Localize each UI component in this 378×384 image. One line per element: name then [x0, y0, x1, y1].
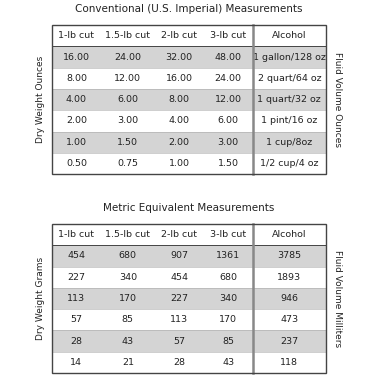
Bar [52, 110, 326, 132]
Bar [52, 132, 326, 153]
Text: 340: 340 [219, 294, 237, 303]
Text: 32.00: 32.00 [166, 53, 193, 61]
Text: 57: 57 [70, 315, 82, 324]
Text: 2-lb cut: 2-lb cut [161, 31, 197, 40]
Text: 680: 680 [219, 273, 237, 282]
Text: 1-lb cut: 1-lb cut [59, 230, 94, 239]
Text: 1.00: 1.00 [66, 138, 87, 147]
Text: 454: 454 [170, 273, 188, 282]
Text: 1 quart/32 oz: 1 quart/32 oz [257, 95, 321, 104]
Text: 0.50: 0.50 [66, 159, 87, 168]
Text: 113: 113 [170, 315, 188, 324]
Text: 907: 907 [170, 252, 188, 260]
Text: 24.00: 24.00 [215, 74, 242, 83]
Text: 227: 227 [67, 273, 85, 282]
Text: 3.00: 3.00 [117, 116, 138, 126]
Text: 1/2 cup/4 oz: 1/2 cup/4 oz [260, 159, 319, 168]
Text: 6.00: 6.00 [218, 116, 239, 126]
Text: 1 gallon/128 oz: 1 gallon/128 oz [253, 53, 326, 61]
Text: 473: 473 [280, 315, 298, 324]
Bar [52, 331, 326, 352]
Bar [52, 68, 326, 89]
Text: Alcohol: Alcohol [272, 230, 307, 239]
Text: 4.00: 4.00 [169, 116, 190, 126]
Text: 28: 28 [70, 337, 82, 346]
Text: Conventional (U.S. Imperial) Measurements: Conventional (U.S. Imperial) Measurement… [75, 4, 303, 14]
Text: 16.00: 16.00 [166, 74, 193, 83]
Text: 2-lb cut: 2-lb cut [161, 230, 197, 239]
Text: 85: 85 [222, 337, 234, 346]
Bar [52, 288, 326, 309]
Bar [52, 245, 326, 266]
Bar [52, 309, 326, 331]
Text: 1893: 1893 [277, 273, 301, 282]
Text: 454: 454 [67, 252, 85, 260]
Bar [52, 352, 326, 373]
Text: 21: 21 [122, 358, 134, 367]
Text: 237: 237 [280, 337, 298, 346]
Text: 2.00: 2.00 [66, 116, 87, 126]
Text: 1361: 1361 [216, 252, 240, 260]
Text: 4.00: 4.00 [66, 95, 87, 104]
Text: 57: 57 [173, 337, 185, 346]
Bar [52, 89, 326, 110]
Text: Metric Equivalent Measurements: Metric Equivalent Measurements [103, 203, 275, 213]
Text: Fluid Volume Milliters: Fluid Volume Milliters [333, 250, 342, 347]
Text: 43: 43 [222, 358, 234, 367]
Text: 3785: 3785 [277, 252, 301, 260]
Text: 8.00: 8.00 [169, 95, 190, 104]
Text: 1.5-lb cut: 1.5-lb cut [105, 230, 150, 239]
Bar [52, 25, 326, 174]
Text: 3-lb cut: 3-lb cut [210, 230, 246, 239]
Text: 12.00: 12.00 [215, 95, 242, 104]
Text: 6.00: 6.00 [117, 95, 138, 104]
Text: 12.00: 12.00 [114, 74, 141, 83]
Text: 1.50: 1.50 [218, 159, 239, 168]
Text: 227: 227 [170, 294, 188, 303]
Bar [52, 153, 326, 174]
Text: Alcohol: Alcohol [272, 31, 307, 40]
Text: 14: 14 [70, 358, 82, 367]
Text: 3-lb cut: 3-lb cut [210, 31, 246, 40]
Bar [52, 46, 326, 68]
Bar [52, 224, 326, 245]
Text: 1.50: 1.50 [117, 138, 138, 147]
Text: 1.00: 1.00 [169, 159, 190, 168]
Text: 48.00: 48.00 [215, 53, 242, 61]
Text: 43: 43 [122, 337, 134, 346]
Text: 1 pint/16 oz: 1 pint/16 oz [261, 116, 318, 126]
Bar [52, 266, 326, 288]
Text: 1.5-lb cut: 1.5-lb cut [105, 31, 150, 40]
Text: 2 quart/64 oz: 2 quart/64 oz [257, 74, 321, 83]
Text: 16.00: 16.00 [63, 53, 90, 61]
Text: Dry Weight Grams: Dry Weight Grams [36, 257, 45, 340]
Text: Fluid Volume Ounces: Fluid Volume Ounces [333, 52, 342, 147]
Text: 1 cup/8oz: 1 cup/8oz [266, 138, 313, 147]
Text: Dry Weight Ounces: Dry Weight Ounces [36, 56, 45, 143]
Text: 85: 85 [122, 315, 134, 324]
Text: 340: 340 [119, 273, 137, 282]
Text: 0.75: 0.75 [117, 159, 138, 168]
Bar [52, 25, 326, 46]
Text: 113: 113 [67, 294, 85, 303]
Text: 118: 118 [280, 358, 298, 367]
Text: 946: 946 [280, 294, 298, 303]
Text: 170: 170 [119, 294, 137, 303]
Text: 3.00: 3.00 [218, 138, 239, 147]
Text: 8.00: 8.00 [66, 74, 87, 83]
Text: 1-lb cut: 1-lb cut [59, 31, 94, 40]
Text: 24.00: 24.00 [114, 53, 141, 61]
Bar [52, 224, 326, 373]
Text: 680: 680 [119, 252, 137, 260]
Text: 2.00: 2.00 [169, 138, 190, 147]
Text: 170: 170 [219, 315, 237, 324]
Text: 28: 28 [173, 358, 185, 367]
